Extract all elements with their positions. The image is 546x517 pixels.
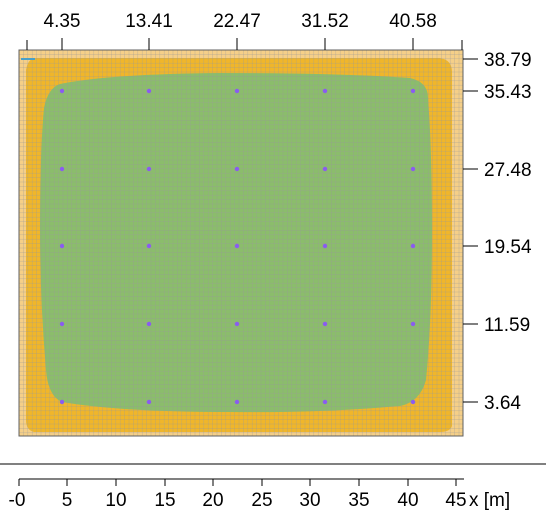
right-tick-label: 27.48 [484,160,532,181]
top-tick-label: 13.41 [125,11,173,32]
scale-tick: 30 [299,479,321,511]
luminaire-dot [410,243,416,249]
grid-mesh [19,50,463,436]
luminaire-grid [59,88,416,405]
scale-tick-label: 15 [154,490,175,511]
right-tick: 11.59 [463,315,530,336]
right-tick-label: 3.64 [484,393,521,414]
luminaire-dot [410,88,416,94]
right-tick-label: 38.79 [484,50,532,71]
luminaire-dot [146,88,152,94]
luminaire-dot [410,321,416,327]
luminaire-dot [410,166,416,172]
scale-tick: 20 [202,479,224,511]
scale-tick: 40 [397,479,419,511]
right-tick-label: 35.43 [484,82,532,103]
scale-tick-label: 40 [397,490,418,511]
scale-tick-label: 5 [62,490,73,511]
right-tick: 35.43 [463,82,532,103]
luminaire-dot [410,399,416,405]
inner-zone [40,73,432,413]
top-axis: 4.35 13.41 22.47 31.52 40.58 [26,11,463,50]
luminaire-dot [146,321,152,327]
plot-area [18,49,464,437]
luminaire-dot [322,321,328,327]
luminaire-dot [59,399,65,405]
luminaire-dot [322,399,328,405]
top-tick: 13.41 [125,11,173,50]
scale-tick: 15 [154,479,176,511]
luminaire-dot [234,88,240,94]
scale-bar: -0 5 10 15 20 25 30 35 [0,463,546,511]
luminaire-dot [234,399,240,405]
top-tick: 22.47 [213,11,261,50]
top-tick-label: 22.47 [213,11,261,32]
luminaire-dot [234,321,240,327]
right-axis: 38.79 35.43 27.48 19.54 11.59 3.64 [463,50,532,414]
scale-tick-label: 45 [445,490,466,511]
grid-lines [19,50,463,436]
scale-tick: 5 [62,479,73,511]
top-tick-label: 31.52 [301,11,349,32]
scale-tick-label: 35 [348,490,369,511]
luminaire-dot [146,166,152,172]
luminaire-dot [59,88,65,94]
luminaire-dot [59,166,65,172]
scale-tick-label: 20 [202,490,223,511]
right-tick: 19.54 [463,237,532,258]
right-tick: 3.64 [463,393,521,414]
scale-tick-label: -0 [9,490,26,511]
luminaire-dot [322,243,328,249]
luminaire-dot [59,321,65,327]
luminaire-dot [146,243,152,249]
right-tick: 27.48 [463,160,532,181]
scale-unit: x [m] [469,490,510,511]
scale-tick: -0 [9,479,26,511]
scale-tick-label: 25 [251,490,272,511]
luminaire-dot [146,399,152,405]
scale-tick: 25 [251,479,273,511]
luminaire-dot [59,243,65,249]
marker-stripe [21,58,35,60]
right-tick: 38.79 [463,50,532,71]
top-tick: 40.58 [389,11,437,50]
scale-tick-label: 10 [105,490,126,511]
right-tick-label: 19.54 [484,237,532,258]
top-tick: 4.35 [44,11,81,50]
scale-tick: 45 [445,479,467,511]
right-tick-label: 11.59 [484,315,530,336]
top-tick-label: 40.58 [389,11,437,32]
luminaire-dot [234,166,240,172]
scale-tick-label: 30 [299,490,320,511]
luminaire-dot [322,88,328,94]
luminaire-dot [234,243,240,249]
top-tick: 31.52 [301,11,349,50]
top-tick-label: 4.35 [44,11,81,32]
scale-tick: 35 [348,479,370,511]
luminaire-dot [322,166,328,172]
scale-tick: 10 [105,479,127,511]
plot-frame [18,49,464,437]
